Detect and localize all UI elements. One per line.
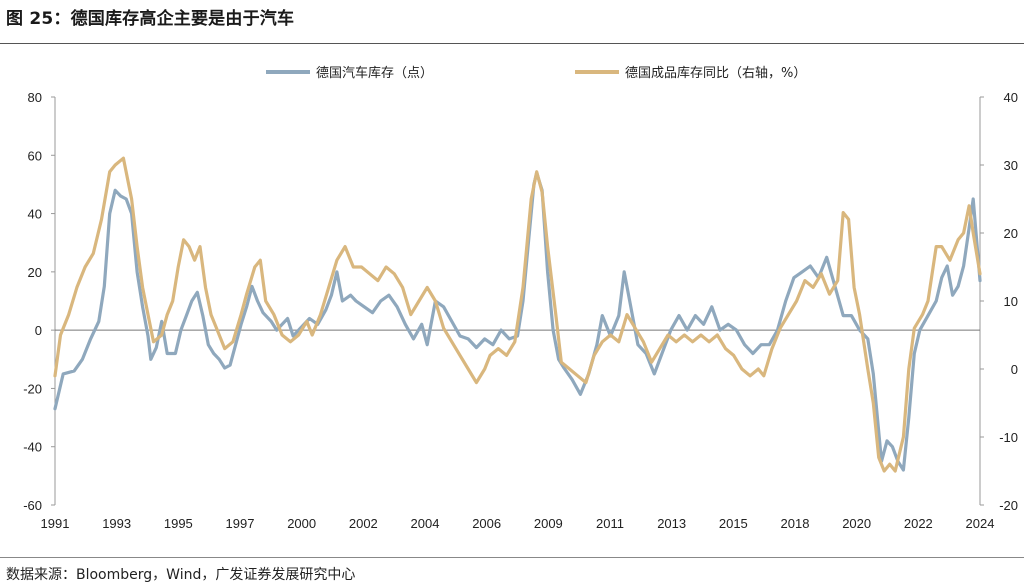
left-tick-label: 20: [28, 265, 42, 280]
left-tick-label: -40: [23, 440, 42, 455]
left-tick-label: 0: [35, 323, 42, 338]
left-tick-label: -20: [23, 381, 42, 396]
x-tick-label: 2006: [472, 516, 501, 531]
x-tick-label: 2004: [411, 516, 440, 531]
left-tick-label: 60: [28, 148, 42, 163]
source-divider: [0, 557, 1024, 558]
right-tick-label: -10: [999, 430, 1018, 445]
x-tick-label: 1997: [226, 516, 255, 531]
axes: 80 60 40 20 0 -20 -40 -60 40 30 20 10 0 -10 -20 1991 199…: [23, 90, 1018, 531]
title-divider: [0, 43, 1024, 44]
figure-title: 图 25：德国库存高企主要是由于汽车: [6, 9, 295, 29]
left-tick-label: -60: [23, 498, 42, 513]
left-tick-label: 40: [28, 207, 42, 222]
legend-label: 德国汽车库存（点）: [316, 65, 433, 81]
x-tick-label: 2000: [287, 516, 316, 531]
x-tick-label: 2011: [596, 516, 624, 531]
right-tick-label: 40: [1004, 90, 1018, 105]
right-tick-label: 0: [1011, 362, 1018, 377]
x-tick-label: 1991: [41, 516, 70, 531]
right-tick-label: -20: [999, 498, 1018, 513]
source-note: 数据来源：Bloomberg，Wind，广发证券发展研究中心: [6, 567, 356, 583]
x-tick-label: 1993: [102, 516, 131, 531]
x-tick-label: 2024: [966, 516, 995, 531]
legend-label: 德国成品库存同比（右轴，%）: [625, 65, 806, 81]
x-tick-label: 1995: [164, 516, 193, 531]
right-tick-label: 30: [1004, 158, 1018, 173]
series-layer: [53, 156, 982, 473]
series-line-finished-goods-inventory-yoy: [53, 156, 982, 473]
x-tick-label: 2002: [349, 516, 378, 531]
x-tick-label: 2015: [719, 516, 748, 531]
x-tick-label: 2018: [781, 516, 810, 531]
line-chart: 80 60 40 20 0 -20 -40 -60 40 30 20 10 0 -10 -20 1991 199…: [23, 65, 1018, 531]
x-tick-label: 2009: [534, 516, 563, 531]
x-tick-label: 2013: [657, 516, 686, 531]
right-tick-label: 20: [1004, 226, 1018, 241]
series-line-auto-inventory: [53, 171, 982, 472]
x-tick-label: 2022: [904, 516, 933, 531]
x-tick-label: 2020: [842, 516, 871, 531]
left-tick-label: 80: [28, 90, 42, 105]
right-tick-label: 10: [1004, 294, 1018, 309]
legend: 德国汽车库存（点） 德国成品库存同比（右轴，%）: [266, 65, 806, 81]
